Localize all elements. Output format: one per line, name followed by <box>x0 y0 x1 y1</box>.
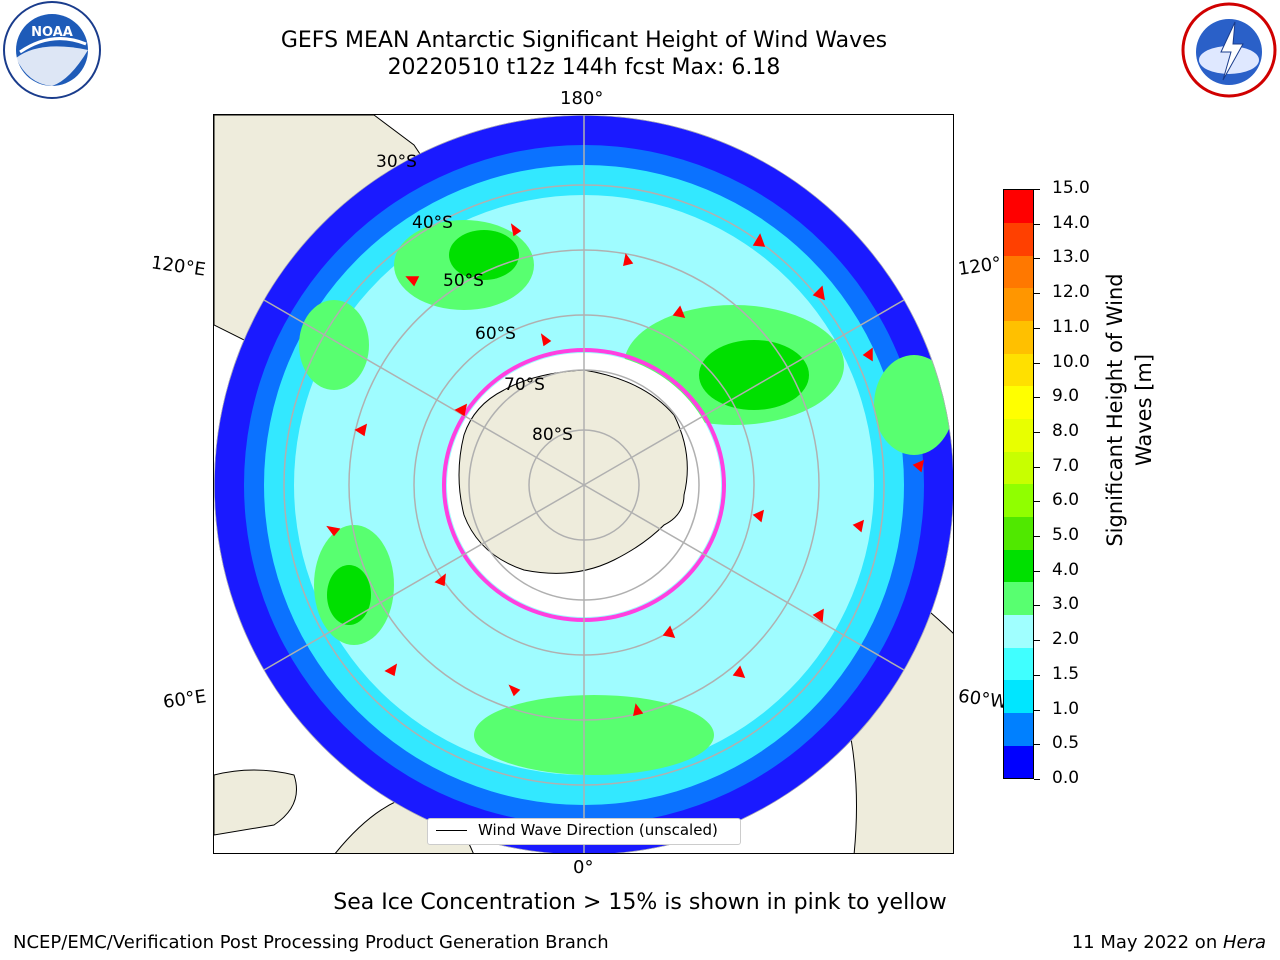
colorbar-segment <box>1004 190 1033 224</box>
colorbar-segment <box>1004 712 1033 746</box>
colorbar-segment <box>1004 582 1033 616</box>
colorbar-segment <box>1004 484 1033 518</box>
colorbar-tick-label: 8.0 <box>1052 420 1080 441</box>
colorbar-segment <box>1004 288 1033 322</box>
colorbar-tick-mark <box>1034 466 1040 468</box>
lon-label-60w: 60°W <box>956 685 1009 714</box>
colorbar-segment <box>1004 320 1033 354</box>
colorbar-tick-mark <box>1034 293 1040 295</box>
lat-label-60s: 60°S <box>475 324 516 344</box>
map-legend <box>427 818 741 845</box>
colorbar-tick-label: 15.0 <box>1052 178 1090 198</box>
colorbar-segment <box>1004 386 1033 420</box>
colorbar-tick-mark <box>1034 223 1040 225</box>
colorbar <box>1003 189 1034 779</box>
footer-credit: NCEP/EMC/Verification Post Processing Pr… <box>13 932 609 953</box>
colorbar-segment <box>1004 614 1033 648</box>
colorbar-tick-mark <box>1034 605 1040 607</box>
colorbar-tick-label: 6.0 <box>1052 490 1080 511</box>
colorbar-tick-label: 11.0 <box>1052 316 1090 337</box>
colorbar-label-line1: Significant Height of Wind <box>1103 273 1127 547</box>
colorbar-segment <box>1004 418 1033 452</box>
lon-label-120e: 120°E <box>149 252 207 281</box>
colorbar-tick-label: 4.0 <box>1052 559 1080 580</box>
legend-line-sample <box>436 830 467 831</box>
sea-ice-note: Sea Ice Concentration > 15% is shown in … <box>333 890 947 915</box>
colorbar-tick-label: 13.0 <box>1052 247 1090 268</box>
colorbar-segment <box>1004 451 1033 485</box>
map-panel <box>213 114 954 854</box>
colorbar-tick-mark <box>1034 570 1040 572</box>
colorbar-tick-mark <box>1034 709 1040 711</box>
colorbar-tick-mark <box>1034 744 1040 746</box>
lon-label-60e: 60°E <box>161 686 208 713</box>
colorbar-tick-mark <box>1034 258 1040 260</box>
nws-logo <box>1181 2 1277 98</box>
colorbar-tick-mark <box>1034 779 1040 780</box>
colorbar-tick-mark <box>1034 536 1040 538</box>
footer-date: 11 May 2022 on Hera <box>1072 932 1266 953</box>
colorbar-tick-label: 10.0 <box>1052 351 1090 372</box>
colorbar-tick-label: 12.0 <box>1052 282 1090 303</box>
colorbar-tick-mark <box>1034 674 1040 676</box>
colorbar-label: Significant Height of Wind Waves [m] <box>1101 273 1159 546</box>
colorbar-tick-mark <box>1034 397 1040 399</box>
polar-map <box>214 115 953 853</box>
colorbar-segment <box>1004 255 1033 289</box>
chart-subtitle: 20220510 t12z 144h fcst Max: 6.18 <box>387 55 781 80</box>
colorbar-tick-mark <box>1034 640 1040 642</box>
colorbar-tick-label: 2.0 <box>1052 629 1080 650</box>
lat-label-50s: 50°S <box>443 271 484 291</box>
colorbar-tick-label: 7.0 <box>1052 455 1080 476</box>
colorbar-segment <box>1004 680 1033 714</box>
lat-label-80s: 80°S <box>532 425 573 445</box>
colorbar-tick-label: 0.5 <box>1052 733 1080 754</box>
noaa-logo-text: NOAA <box>31 25 73 40</box>
lat-label-70s: 70°S <box>504 375 545 395</box>
wave-patch-south <box>474 695 714 775</box>
lon-label-180: 180° <box>560 88 604 109</box>
footer-machine: Hera <box>1222 932 1266 953</box>
colorbar-tick-mark <box>1034 431 1040 433</box>
colorbar-tick-label: 9.0 <box>1052 386 1080 407</box>
colorbar-segment <box>1004 516 1033 550</box>
lat-label-30s: 30°S <box>376 152 417 172</box>
colorbar-tick-mark <box>1034 327 1040 329</box>
colorbar-segment <box>1004 353 1033 387</box>
colorbar-label-line2: Waves [m] <box>1132 353 1156 467</box>
colorbar-tick-label: 3.0 <box>1052 594 1080 615</box>
antarctica <box>458 369 688 574</box>
lon-label-120w: 120° <box>956 253 1003 280</box>
footer-date-text: 11 May 2022 on <box>1071 932 1223 953</box>
graticule <box>214 115 953 853</box>
legend-label: Wind Wave Direction (unscaled) <box>478 821 718 839</box>
wave-direction-arrows <box>326 223 925 717</box>
colorbar-segment <box>1004 549 1033 583</box>
lon-label-0: 0° <box>573 857 594 878</box>
chart-title: GEFS MEAN Antarctic Significant Height o… <box>280 28 888 53</box>
colorbar-tick-label: 14.0 <box>1052 212 1090 233</box>
colorbar-tick-label: 1.0 <box>1052 698 1080 719</box>
colorbar-tick-label: 5.0 <box>1052 525 1080 546</box>
colorbar-tick-mark <box>1034 501 1040 503</box>
colorbar-tick-label: 1.5 <box>1052 663 1080 684</box>
lat-label-40s: 40°S <box>412 213 453 233</box>
colorbar-segment <box>1004 745 1033 779</box>
colorbar-tick-mark <box>1034 362 1040 364</box>
colorbar-tick-label: 0.0 <box>1052 768 1080 788</box>
colorbar-tick-mark <box>1034 189 1040 190</box>
colorbar-segment <box>1004 647 1033 681</box>
colorbar-segment <box>1004 222 1033 256</box>
noaa-logo: NOAA <box>3 1 101 99</box>
